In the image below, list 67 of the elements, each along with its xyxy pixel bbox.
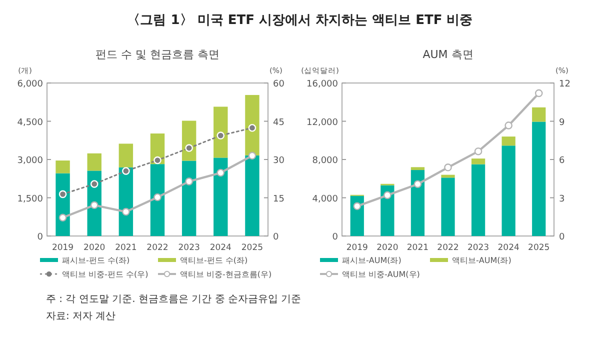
legend-label: 액티브 비중-AUM(우) — [342, 270, 420, 279]
chart-subtitle: 펀드 수 및 현금흐름 측면 — [96, 48, 220, 61]
x-tick-label: 2020 — [84, 243, 106, 253]
y-tick-label: 12,000 — [306, 118, 338, 128]
point — [90, 180, 98, 188]
legend-label: 액티브 비중-펀드 수(우) — [62, 270, 148, 279]
y2-tick-label: 0 — [559, 232, 565, 242]
point — [248, 152, 256, 160]
x-tick-label: 2019 — [346, 243, 368, 253]
y2-tick-label: 45 — [273, 118, 284, 128]
point — [444, 164, 452, 172]
y2-tick-label: 30 — [273, 156, 285, 166]
x-tick-label: 2021 — [115, 243, 137, 253]
legend-label: 패시브-펀드 수(좌) — [62, 256, 130, 265]
x-tick-label: 2022 — [437, 243, 459, 253]
y-tick-label: 16,000 — [306, 80, 338, 90]
point — [185, 178, 193, 186]
x-tick-label: 2023 — [178, 243, 200, 253]
x-tick-label: 2025 — [528, 243, 550, 253]
y2-tick-label: 9 — [559, 118, 565, 128]
y2-tick-label: 15 — [273, 194, 284, 204]
point — [154, 156, 162, 164]
text: 주 : 각 연도말 기준. 현금흐름은 기간 중 순자금유입 기준 — [46, 294, 302, 305]
y-tick-label: 0 — [332, 232, 338, 242]
text: 자료: 저자 계산 — [46, 311, 116, 322]
point — [58, 190, 67, 198]
x-tick-label: 2024 — [498, 243, 520, 253]
y-tick-label: 3,000 — [17, 156, 44, 166]
x-tick-label: 2020 — [376, 243, 398, 253]
point — [504, 122, 512, 130]
y2-tick-label: 12 — [559, 80, 570, 90]
legend-label: 패시브-AUM(좌) — [342, 256, 402, 265]
legend-label: 액티브 비중-현금흐름(우) — [180, 270, 272, 279]
y-tick-label: 6,000 — [17, 80, 44, 90]
point — [216, 132, 225, 140]
point — [384, 191, 392, 200]
y-tick-label: 1,500 — [17, 194, 44, 204]
y2-tick-label: 3 — [559, 194, 565, 204]
point — [58, 214, 67, 222]
y2-tick-label: 60 — [273, 80, 285, 90]
x-tick-label: 2022 — [146, 243, 168, 253]
point — [185, 144, 193, 152]
x-tick-label: 2021 — [406, 243, 429, 253]
y-tick-label: 0 — [37, 232, 44, 242]
chart-title: AUM 측면 — [422, 48, 474, 61]
legend-label: 액티브-AUM(좌) — [452, 256, 512, 265]
x-tick-label: 2024 — [210, 243, 232, 253]
y2-tick-label: 0 — [273, 232, 279, 242]
x-tick-label: 2019 — [52, 243, 74, 253]
point — [534, 89, 543, 98]
point — [353, 202, 362, 210]
point — [122, 167, 130, 175]
y-tick-label: 4,000 — [312, 194, 338, 204]
y-tick-label: 4,500 — [17, 118, 44, 128]
legend-label: 액티브-펀드 수(좌) — [180, 256, 248, 265]
x-tick-label: 2025 — [241, 243, 264, 253]
point — [90, 201, 98, 210]
x-tick-label: 2023 — [467, 243, 490, 253]
text: 〈그림 1〉 미국 ETF 시장에서 차지하는 액티브 ETF 비중 — [127, 13, 473, 28]
point — [122, 208, 130, 216]
point — [414, 180, 422, 188]
y2-tick-label: 6 — [559, 156, 565, 166]
point — [154, 193, 162, 202]
point — [216, 168, 225, 177]
point — [474, 147, 482, 156]
y-tick-label: 8,000 — [312, 156, 338, 166]
point — [248, 124, 256, 132]
